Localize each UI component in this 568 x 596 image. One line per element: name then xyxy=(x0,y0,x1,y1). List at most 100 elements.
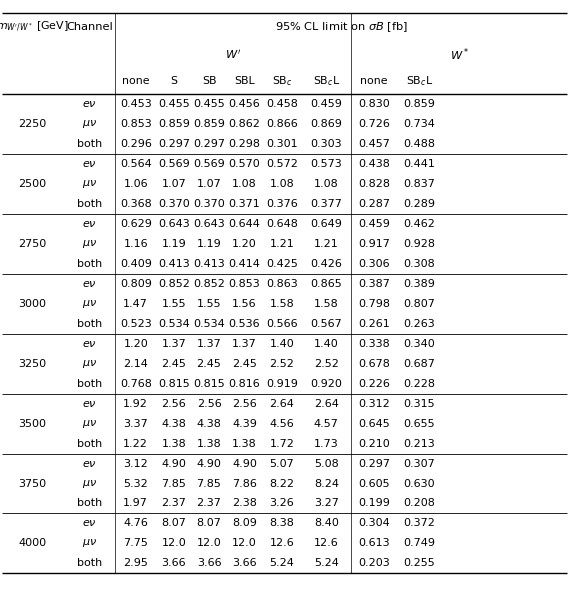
Text: 0.566: 0.566 xyxy=(266,319,298,329)
Text: SB: SB xyxy=(202,76,216,86)
Text: 0.455: 0.455 xyxy=(158,99,190,109)
Text: 4.38: 4.38 xyxy=(161,418,186,429)
Text: 5.32: 5.32 xyxy=(123,479,148,489)
Text: 0.312: 0.312 xyxy=(358,399,390,409)
Text: 2.95: 2.95 xyxy=(123,558,148,569)
Text: 0.213: 0.213 xyxy=(403,439,435,449)
Text: 0.488: 0.488 xyxy=(403,139,435,149)
Text: $e\nu$: $e\nu$ xyxy=(82,219,97,229)
Text: 4.56: 4.56 xyxy=(270,418,294,429)
Text: 0.534: 0.534 xyxy=(158,319,190,329)
Text: 0.459: 0.459 xyxy=(358,219,390,229)
Text: 0.425: 0.425 xyxy=(266,259,298,269)
Text: 1.07: 1.07 xyxy=(197,179,222,189)
Text: 1.72: 1.72 xyxy=(270,439,294,449)
Text: 0.459: 0.459 xyxy=(310,99,343,109)
Text: 0.678: 0.678 xyxy=(358,359,390,369)
Text: 0.297: 0.297 xyxy=(358,458,390,468)
Text: 0.569: 0.569 xyxy=(158,159,190,169)
Text: 1.16: 1.16 xyxy=(123,239,148,249)
Text: $W^{\prime}$: $W^{\prime}$ xyxy=(225,48,241,61)
Text: $e\nu$: $e\nu$ xyxy=(82,399,97,409)
Text: 0.409: 0.409 xyxy=(120,259,152,269)
Text: 1.19: 1.19 xyxy=(161,239,186,249)
Text: 3.26: 3.26 xyxy=(270,498,294,508)
Text: 0.837: 0.837 xyxy=(403,179,435,189)
Text: 3.27: 3.27 xyxy=(314,498,339,508)
Text: 0.853: 0.853 xyxy=(229,279,260,289)
Text: 1.73: 1.73 xyxy=(314,439,339,449)
Text: 0.830: 0.830 xyxy=(358,99,390,109)
Text: 0.572: 0.572 xyxy=(266,159,298,169)
Text: 2750: 2750 xyxy=(19,239,47,249)
Text: 5.08: 5.08 xyxy=(314,458,339,468)
Text: 2.38: 2.38 xyxy=(232,498,257,508)
Text: 0.453: 0.453 xyxy=(120,99,152,109)
Text: 0.340: 0.340 xyxy=(403,339,435,349)
Text: 0.370: 0.370 xyxy=(193,199,225,209)
Text: 4.90: 4.90 xyxy=(197,458,222,468)
Text: 8.24: 8.24 xyxy=(314,479,339,489)
Text: 0.655: 0.655 xyxy=(403,418,435,429)
Text: $\mu\nu$: $\mu\nu$ xyxy=(82,118,97,130)
Text: S: S xyxy=(170,76,177,86)
Text: 0.863: 0.863 xyxy=(266,279,298,289)
Text: 1.38: 1.38 xyxy=(197,439,222,449)
Text: $\mu\nu$: $\mu\nu$ xyxy=(82,178,97,190)
Text: $e\nu$: $e\nu$ xyxy=(82,99,97,109)
Text: 0.456: 0.456 xyxy=(229,99,260,109)
Text: 0.917: 0.917 xyxy=(358,239,390,249)
Text: $e\nu$: $e\nu$ xyxy=(82,159,97,169)
Text: 5.24: 5.24 xyxy=(270,558,294,569)
Text: $m_{W^{\prime}/W^*}$ [GeV]: $m_{W^{\prime}/W^*}$ [GeV] xyxy=(0,20,69,35)
Text: 2.45: 2.45 xyxy=(232,359,257,369)
Text: 0.630: 0.630 xyxy=(403,479,435,489)
Text: 1.21: 1.21 xyxy=(314,239,339,249)
Text: 2250: 2250 xyxy=(19,119,47,129)
Text: 0.414: 0.414 xyxy=(228,259,261,269)
Text: 0.645: 0.645 xyxy=(358,418,390,429)
Text: 0.303: 0.303 xyxy=(311,139,342,149)
Text: 3750: 3750 xyxy=(19,479,47,489)
Text: $e\nu$: $e\nu$ xyxy=(82,458,97,468)
Text: 0.413: 0.413 xyxy=(158,259,190,269)
Text: 12.6: 12.6 xyxy=(270,538,294,548)
Text: 0.807: 0.807 xyxy=(403,299,435,309)
Text: 0.287: 0.287 xyxy=(358,199,390,209)
Text: 95% CL limit on $\sigma B$ [fb]: 95% CL limit on $\sigma B$ [fb] xyxy=(275,20,408,35)
Text: 0.298: 0.298 xyxy=(228,139,261,149)
Text: 1.22: 1.22 xyxy=(123,439,148,449)
Text: 0.613: 0.613 xyxy=(358,538,390,548)
Text: 4.57: 4.57 xyxy=(314,418,339,429)
Text: 0.372: 0.372 xyxy=(403,519,435,529)
Text: 0.413: 0.413 xyxy=(193,259,225,269)
Text: 1.19: 1.19 xyxy=(197,239,222,249)
Text: $W^*$: $W^*$ xyxy=(449,46,469,63)
Text: 0.377: 0.377 xyxy=(310,199,343,209)
Text: 0.573: 0.573 xyxy=(311,159,342,169)
Text: 0.389: 0.389 xyxy=(403,279,435,289)
Text: 1.58: 1.58 xyxy=(314,299,339,309)
Text: 0.462: 0.462 xyxy=(403,219,435,229)
Text: 0.308: 0.308 xyxy=(403,259,435,269)
Text: 0.687: 0.687 xyxy=(403,359,435,369)
Text: 7.75: 7.75 xyxy=(123,538,148,548)
Text: 0.338: 0.338 xyxy=(358,339,390,349)
Text: 0.749: 0.749 xyxy=(403,538,435,548)
Text: 3000: 3000 xyxy=(19,299,47,309)
Text: 1.07: 1.07 xyxy=(161,179,186,189)
Text: 0.809: 0.809 xyxy=(120,279,152,289)
Text: 1.40: 1.40 xyxy=(270,339,294,349)
Text: 2.37: 2.37 xyxy=(161,498,186,508)
Text: 0.605: 0.605 xyxy=(358,479,390,489)
Text: 0.816: 0.816 xyxy=(229,378,260,389)
Text: 0.387: 0.387 xyxy=(358,279,390,289)
Text: 0.859: 0.859 xyxy=(403,99,435,109)
Text: 0.306: 0.306 xyxy=(358,259,390,269)
Text: 0.734: 0.734 xyxy=(403,119,435,129)
Text: 0.315: 0.315 xyxy=(403,399,435,409)
Text: 1.38: 1.38 xyxy=(232,439,257,449)
Text: 1.08: 1.08 xyxy=(314,179,339,189)
Text: 1.06: 1.06 xyxy=(123,179,148,189)
Text: Channel: Channel xyxy=(66,23,113,32)
